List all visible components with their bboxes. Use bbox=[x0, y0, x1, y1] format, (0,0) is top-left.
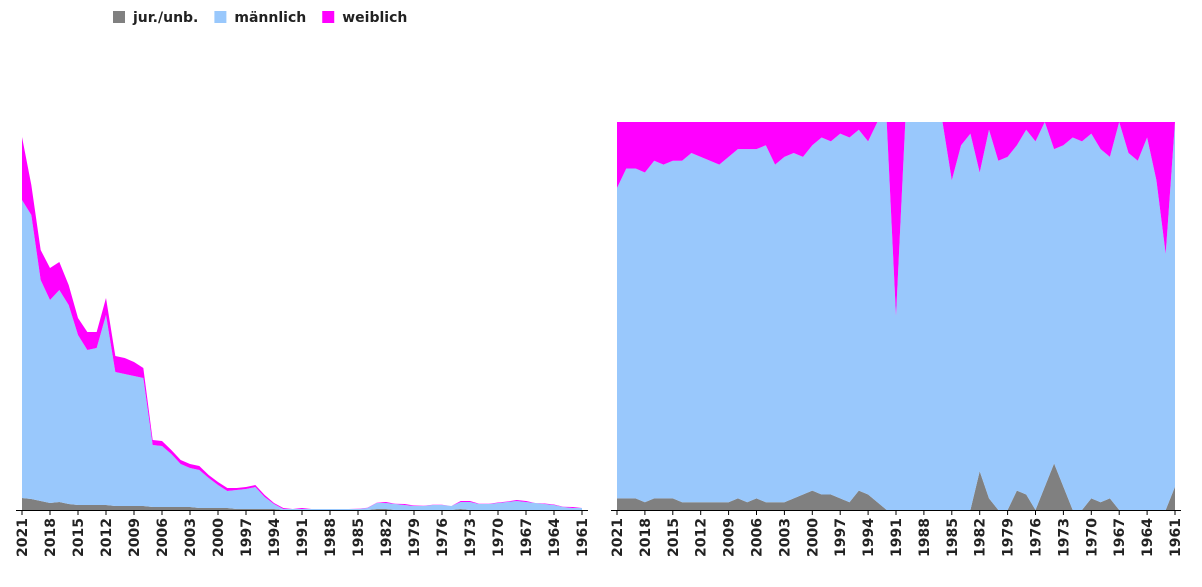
x-tick-label: 2021 bbox=[15, 518, 31, 557]
legend-swatch bbox=[113, 11, 125, 23]
x-tick-label: 2015 bbox=[666, 518, 682, 557]
x-tick-label: 2018 bbox=[43, 518, 59, 557]
x-tick-label: 1970 bbox=[1084, 518, 1100, 557]
x-tick-label: 1967 bbox=[1112, 518, 1128, 557]
x-tick-label: 1997 bbox=[833, 518, 849, 557]
x-tick-label: 1994 bbox=[861, 518, 877, 557]
x-tick-label: 2006 bbox=[155, 518, 171, 557]
x-tick-label: 1991 bbox=[295, 518, 311, 557]
x-tick-label: 1973 bbox=[1056, 518, 1072, 557]
x-tick-label: 1967 bbox=[519, 518, 535, 557]
x-tick-label: 2009 bbox=[722, 518, 738, 557]
area bbox=[22, 200, 582, 510]
x-tick-label: 2000 bbox=[805, 518, 821, 557]
x-tick-label: 1994 bbox=[267, 518, 283, 557]
x-tick-label: 1970 bbox=[491, 518, 507, 557]
x-tick-label: 1979 bbox=[407, 518, 423, 557]
x-tick-label: 1988 bbox=[323, 518, 339, 557]
legend-label: jur./unb. bbox=[132, 10, 198, 26]
x-tick-label: 2003 bbox=[777, 518, 793, 557]
x-tick-label: 1964 bbox=[547, 518, 563, 557]
x-tick-label: 1961 bbox=[575, 518, 591, 557]
x-tick-label: 2006 bbox=[750, 518, 766, 557]
x-tick-label: 1985 bbox=[351, 518, 367, 557]
x-tick-label: 1976 bbox=[435, 518, 451, 557]
x-tick-label: 1988 bbox=[917, 518, 933, 557]
x-tick-label: 2015 bbox=[71, 518, 87, 557]
x-tick-label: 2009 bbox=[127, 518, 143, 557]
x-tick-label: 1997 bbox=[239, 518, 255, 557]
legend-label: weiblich bbox=[342, 10, 407, 26]
x-tick-label: 1982 bbox=[973, 518, 989, 557]
x-tick-label: 2000 bbox=[211, 518, 227, 557]
x-tick-label: 1985 bbox=[945, 518, 961, 557]
x-tick-label: 2012 bbox=[694, 518, 710, 557]
x-tick-label: 2021 bbox=[610, 518, 626, 557]
legend-swatch bbox=[214, 11, 227, 23]
x-tick-label: 1991 bbox=[889, 518, 905, 557]
area bbox=[617, 122, 1175, 316]
x-tick-label: 2012 bbox=[99, 518, 115, 557]
x-tick-label: 1976 bbox=[1029, 518, 1045, 557]
legend-swatch bbox=[322, 11, 335, 23]
x-tick-label: 2018 bbox=[638, 518, 654, 557]
x-tick-label: 1982 bbox=[379, 518, 395, 557]
x-tick-label: 1973 bbox=[463, 518, 479, 557]
x-tick-label: 1961 bbox=[1168, 518, 1184, 557]
x-tick-label: 1979 bbox=[1001, 518, 1017, 557]
x-tick-label: 2003 bbox=[183, 518, 199, 557]
legend-label: männlich bbox=[234, 10, 306, 26]
x-tick-label: 1964 bbox=[1140, 518, 1156, 557]
